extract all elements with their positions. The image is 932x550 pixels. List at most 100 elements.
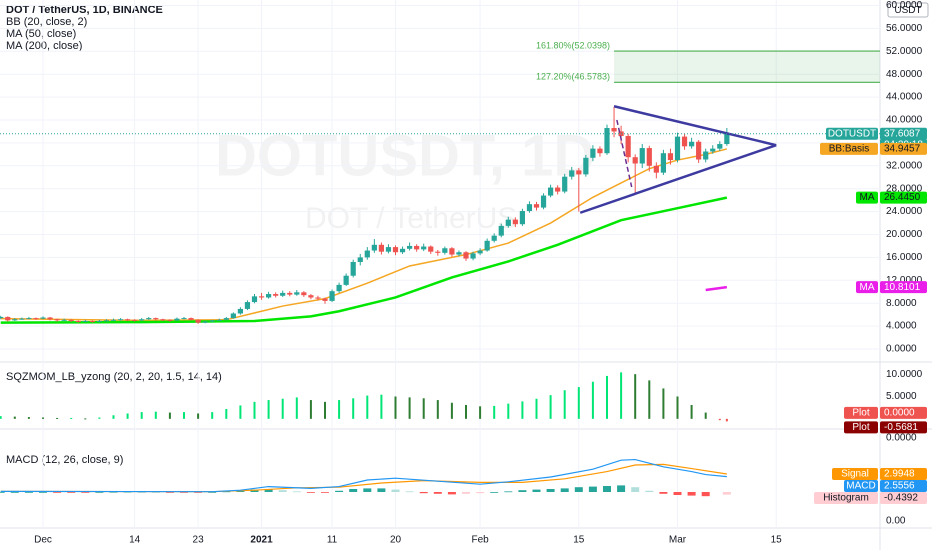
candle-body bbox=[117, 319, 124, 321]
x-tick-label: Dec bbox=[34, 535, 52, 546]
macd-histogram-bar bbox=[673, 491, 682, 495]
macd-histogram-bar bbox=[462, 491, 470, 494]
candle-body bbox=[710, 148, 716, 152]
y-tick-label: 4.0000 bbox=[886, 321, 917, 332]
macd-line bbox=[0, 458, 727, 493]
x-tick-label: 20 bbox=[390, 535, 402, 546]
candle-body bbox=[449, 248, 455, 255]
tag-name-box bbox=[844, 406, 878, 419]
macd-histogram-bar bbox=[10, 491, 19, 493]
macd-histogram-bar bbox=[363, 488, 372, 492]
candle-body bbox=[717, 144, 723, 149]
tag-value-box bbox=[880, 468, 927, 481]
candle-body bbox=[308, 295, 314, 298]
candle-body bbox=[195, 319, 201, 323]
tag-value-box bbox=[880, 281, 927, 294]
candle-body bbox=[223, 318, 229, 320]
candle-body bbox=[660, 153, 666, 173]
candle-body bbox=[625, 136, 631, 158]
candle-body bbox=[244, 302, 251, 309]
macd-histogram-bar bbox=[278, 490, 287, 492]
y-tick-label: 20.0000 bbox=[886, 229, 923, 240]
momentum-bar bbox=[422, 398, 425, 419]
macd-histogram-bar bbox=[81, 491, 90, 493]
tag-value-box bbox=[880, 127, 927, 140]
candle-body bbox=[491, 235, 497, 241]
macd-histogram-bar bbox=[109, 491, 118, 493]
candle-body bbox=[110, 319, 117, 321]
candle-body bbox=[442, 248, 448, 253]
x-tick-label: 15 bbox=[573, 535, 585, 546]
y-tick-label: 32.0000 bbox=[886, 160, 923, 171]
dashed-line bbox=[616, 119, 633, 188]
candle-body bbox=[5, 316, 11, 321]
macd-histogram-bar bbox=[603, 485, 611, 492]
tag-name-box bbox=[844, 421, 878, 434]
macd-histogram-bar bbox=[701, 491, 710, 497]
momentum-bar bbox=[690, 404, 693, 419]
momentum-bar bbox=[56, 417, 59, 419]
candle-body bbox=[343, 275, 349, 285]
currency[interactable]: USDT bbox=[894, 5, 921, 16]
legend-item: BB (20, close, 2) bbox=[6, 16, 87, 28]
x-tick-label: Mar bbox=[669, 535, 687, 546]
candle-body bbox=[68, 319, 74, 321]
candle-body bbox=[350, 261, 356, 276]
candle-body bbox=[33, 318, 39, 320]
tag-value-box bbox=[880, 421, 927, 434]
candle-body bbox=[371, 244, 377, 251]
legend-item: MA (50, close) bbox=[6, 28, 76, 40]
macd-histogram-bar bbox=[95, 491, 104, 493]
macd-histogram-bar bbox=[447, 491, 456, 495]
momentum-bar bbox=[225, 409, 228, 419]
candle-body bbox=[392, 247, 399, 253]
tag-name: Signal bbox=[841, 469, 869, 480]
candle-body bbox=[230, 313, 236, 319]
macd-histogram-bar bbox=[208, 491, 217, 493]
y-tick-label: 60.0000 bbox=[886, 0, 923, 11]
candle-body bbox=[505, 219, 511, 226]
macd-histogram-bar bbox=[405, 491, 414, 493]
y-tick-label: 40.0000 bbox=[886, 115, 923, 126]
candle-body bbox=[19, 318, 25, 320]
macd-histogram-bar bbox=[236, 490, 245, 492]
candle-body bbox=[681, 136, 688, 147]
candle-body bbox=[555, 187, 561, 192]
macd-histogram-bar bbox=[321, 491, 329, 493]
candle-body bbox=[590, 148, 596, 158]
macd-histogram-bar bbox=[617, 485, 626, 492]
candle-body bbox=[132, 319, 138, 321]
macd-histogram-bar bbox=[24, 491, 33, 493]
y-tick-label: 0.0000 bbox=[886, 344, 917, 355]
momentum-bar bbox=[549, 395, 552, 419]
momentum-bar bbox=[634, 374, 637, 419]
macd-histogram-bar bbox=[631, 487, 640, 492]
macd-histogram-bar bbox=[645, 490, 654, 492]
momentum-bar bbox=[98, 417, 101, 419]
momentum-bar bbox=[27, 417, 30, 419]
macd-histogram-bar bbox=[588, 486, 597, 492]
indicator-title: MACD (12, 26, close, 9) bbox=[6, 454, 123, 466]
macd-histogram-bar bbox=[476, 491, 485, 494]
candle-body bbox=[237, 308, 243, 314]
candle-body bbox=[258, 296, 265, 298]
tag-name: DOTUSDT bbox=[828, 128, 876, 139]
candle-body bbox=[174, 318, 180, 321]
y-tick-label: 44.0000 bbox=[886, 92, 923, 103]
macd-histogram-bar bbox=[0, 491, 5, 493]
tag-name: BB:Basis bbox=[829, 144, 870, 155]
momentum-bar bbox=[211, 412, 214, 419]
momentum-bar bbox=[0, 416, 2, 419]
momentum-bar bbox=[352, 398, 355, 419]
y-tick-label: 12.0000 bbox=[886, 275, 923, 286]
candle-body bbox=[336, 284, 342, 292]
candle-body bbox=[0, 316, 4, 319]
candle-body bbox=[632, 157, 638, 164]
x-tick-label: 15 bbox=[771, 535, 783, 546]
y-tick-label: 48.0000 bbox=[886, 69, 923, 80]
currency-box[interactable] bbox=[887, 2, 929, 18]
candle-body bbox=[160, 319, 166, 321]
candle-body bbox=[703, 151, 709, 160]
trend-line bbox=[613, 105, 777, 147]
